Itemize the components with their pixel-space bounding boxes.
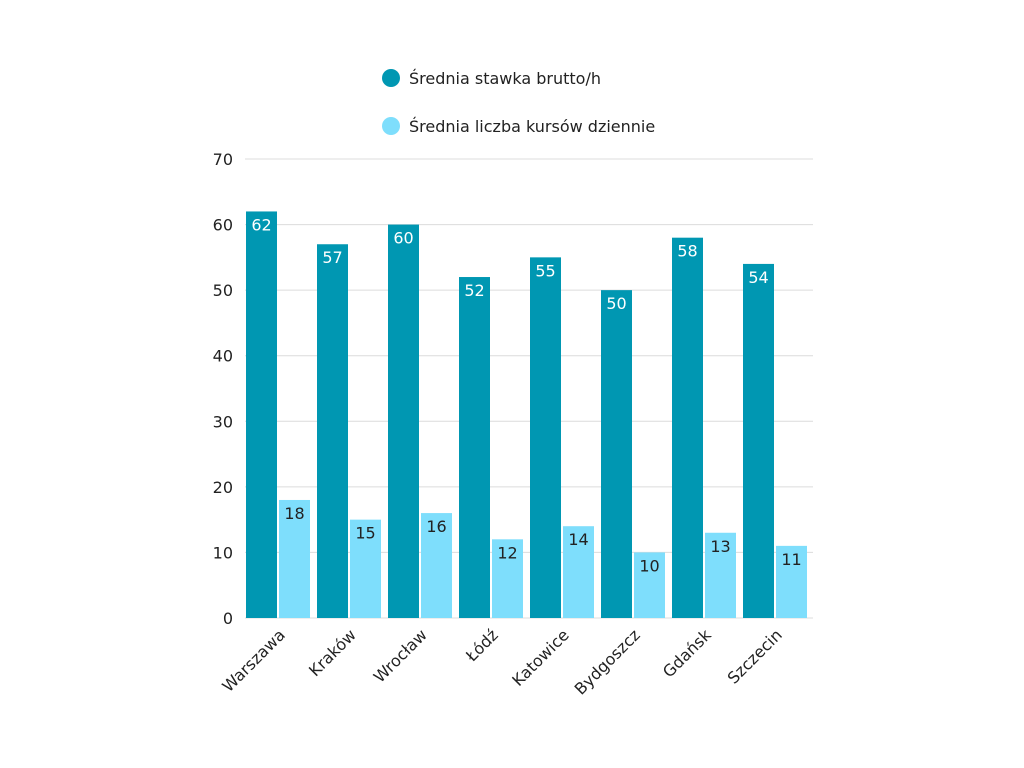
data-label: 13 (710, 537, 730, 556)
data-label: 54 (748, 268, 768, 287)
data-label: 58 (677, 242, 697, 261)
x-tick-label: Szczecin (724, 625, 786, 687)
data-label: 52 (464, 281, 484, 300)
bar-rides (563, 526, 594, 618)
data-label: 57 (322, 248, 342, 267)
bar-rate (743, 263, 774, 618)
bar-rate (601, 290, 632, 618)
legend-item-rate[interactable]: Średnia stawka brutto/h (382, 66, 655, 90)
x-tick-label: Bydgoszcz (571, 625, 644, 698)
bar-rate (388, 224, 419, 619)
y-tick-label: 0 (223, 609, 233, 628)
data-label: 55 (535, 261, 555, 280)
x-tick-label: Łódź (461, 625, 502, 666)
legend-marker-rides (382, 117, 400, 135)
bar-rate (246, 211, 277, 618)
bar-rate (530, 257, 561, 618)
data-label: 62 (251, 215, 271, 234)
x-tick-label: Katowice (508, 625, 573, 690)
legend-label-rate: Średnia stawka brutto/h (409, 68, 601, 88)
data-label: 60 (393, 229, 413, 248)
data-label: 15 (355, 524, 375, 543)
data-label: 16 (426, 517, 446, 536)
x-tick-label: Wrocław (370, 625, 431, 686)
y-tick-label: 10 (213, 543, 233, 562)
x-tick-label: Warszawa (218, 625, 288, 695)
data-label: 11 (781, 550, 801, 569)
bar-rate (672, 237, 703, 618)
x-tick-label: Gdańsk (659, 625, 715, 681)
bar-rides (492, 539, 523, 618)
legend-marker-rate (382, 69, 400, 87)
y-tick-label: 60 (213, 216, 233, 235)
data-label: 18 (284, 504, 304, 523)
legend-item-rides[interactable]: Średnia liczba kursów dziennie (382, 114, 655, 138)
bar-rate (459, 277, 490, 618)
data-label: 50 (606, 294, 626, 313)
y-tick-label: 70 (213, 150, 233, 169)
y-tick-label: 20 (213, 478, 233, 497)
data-label: 12 (497, 543, 517, 562)
bar-rate (317, 244, 348, 618)
data-label: 10 (639, 556, 659, 575)
y-tick-label: 30 (213, 412, 233, 431)
bar-rides (634, 552, 665, 618)
bar-rides (776, 545, 807, 618)
bar-rides (421, 513, 452, 618)
bar-rides (705, 532, 736, 618)
legend-label-rides: Średnia liczba kursów dziennie (409, 116, 656, 136)
y-tick-label: 50 (213, 281, 233, 300)
legend: Średnia stawka brutto/h Średnia liczba k… (382, 66, 655, 162)
bar-rides (350, 519, 381, 618)
x-tick-label: Kraków (305, 625, 360, 680)
bar-rides (279, 499, 310, 618)
y-tick-label: 40 (213, 347, 233, 366)
data-label: 14 (568, 530, 588, 549)
